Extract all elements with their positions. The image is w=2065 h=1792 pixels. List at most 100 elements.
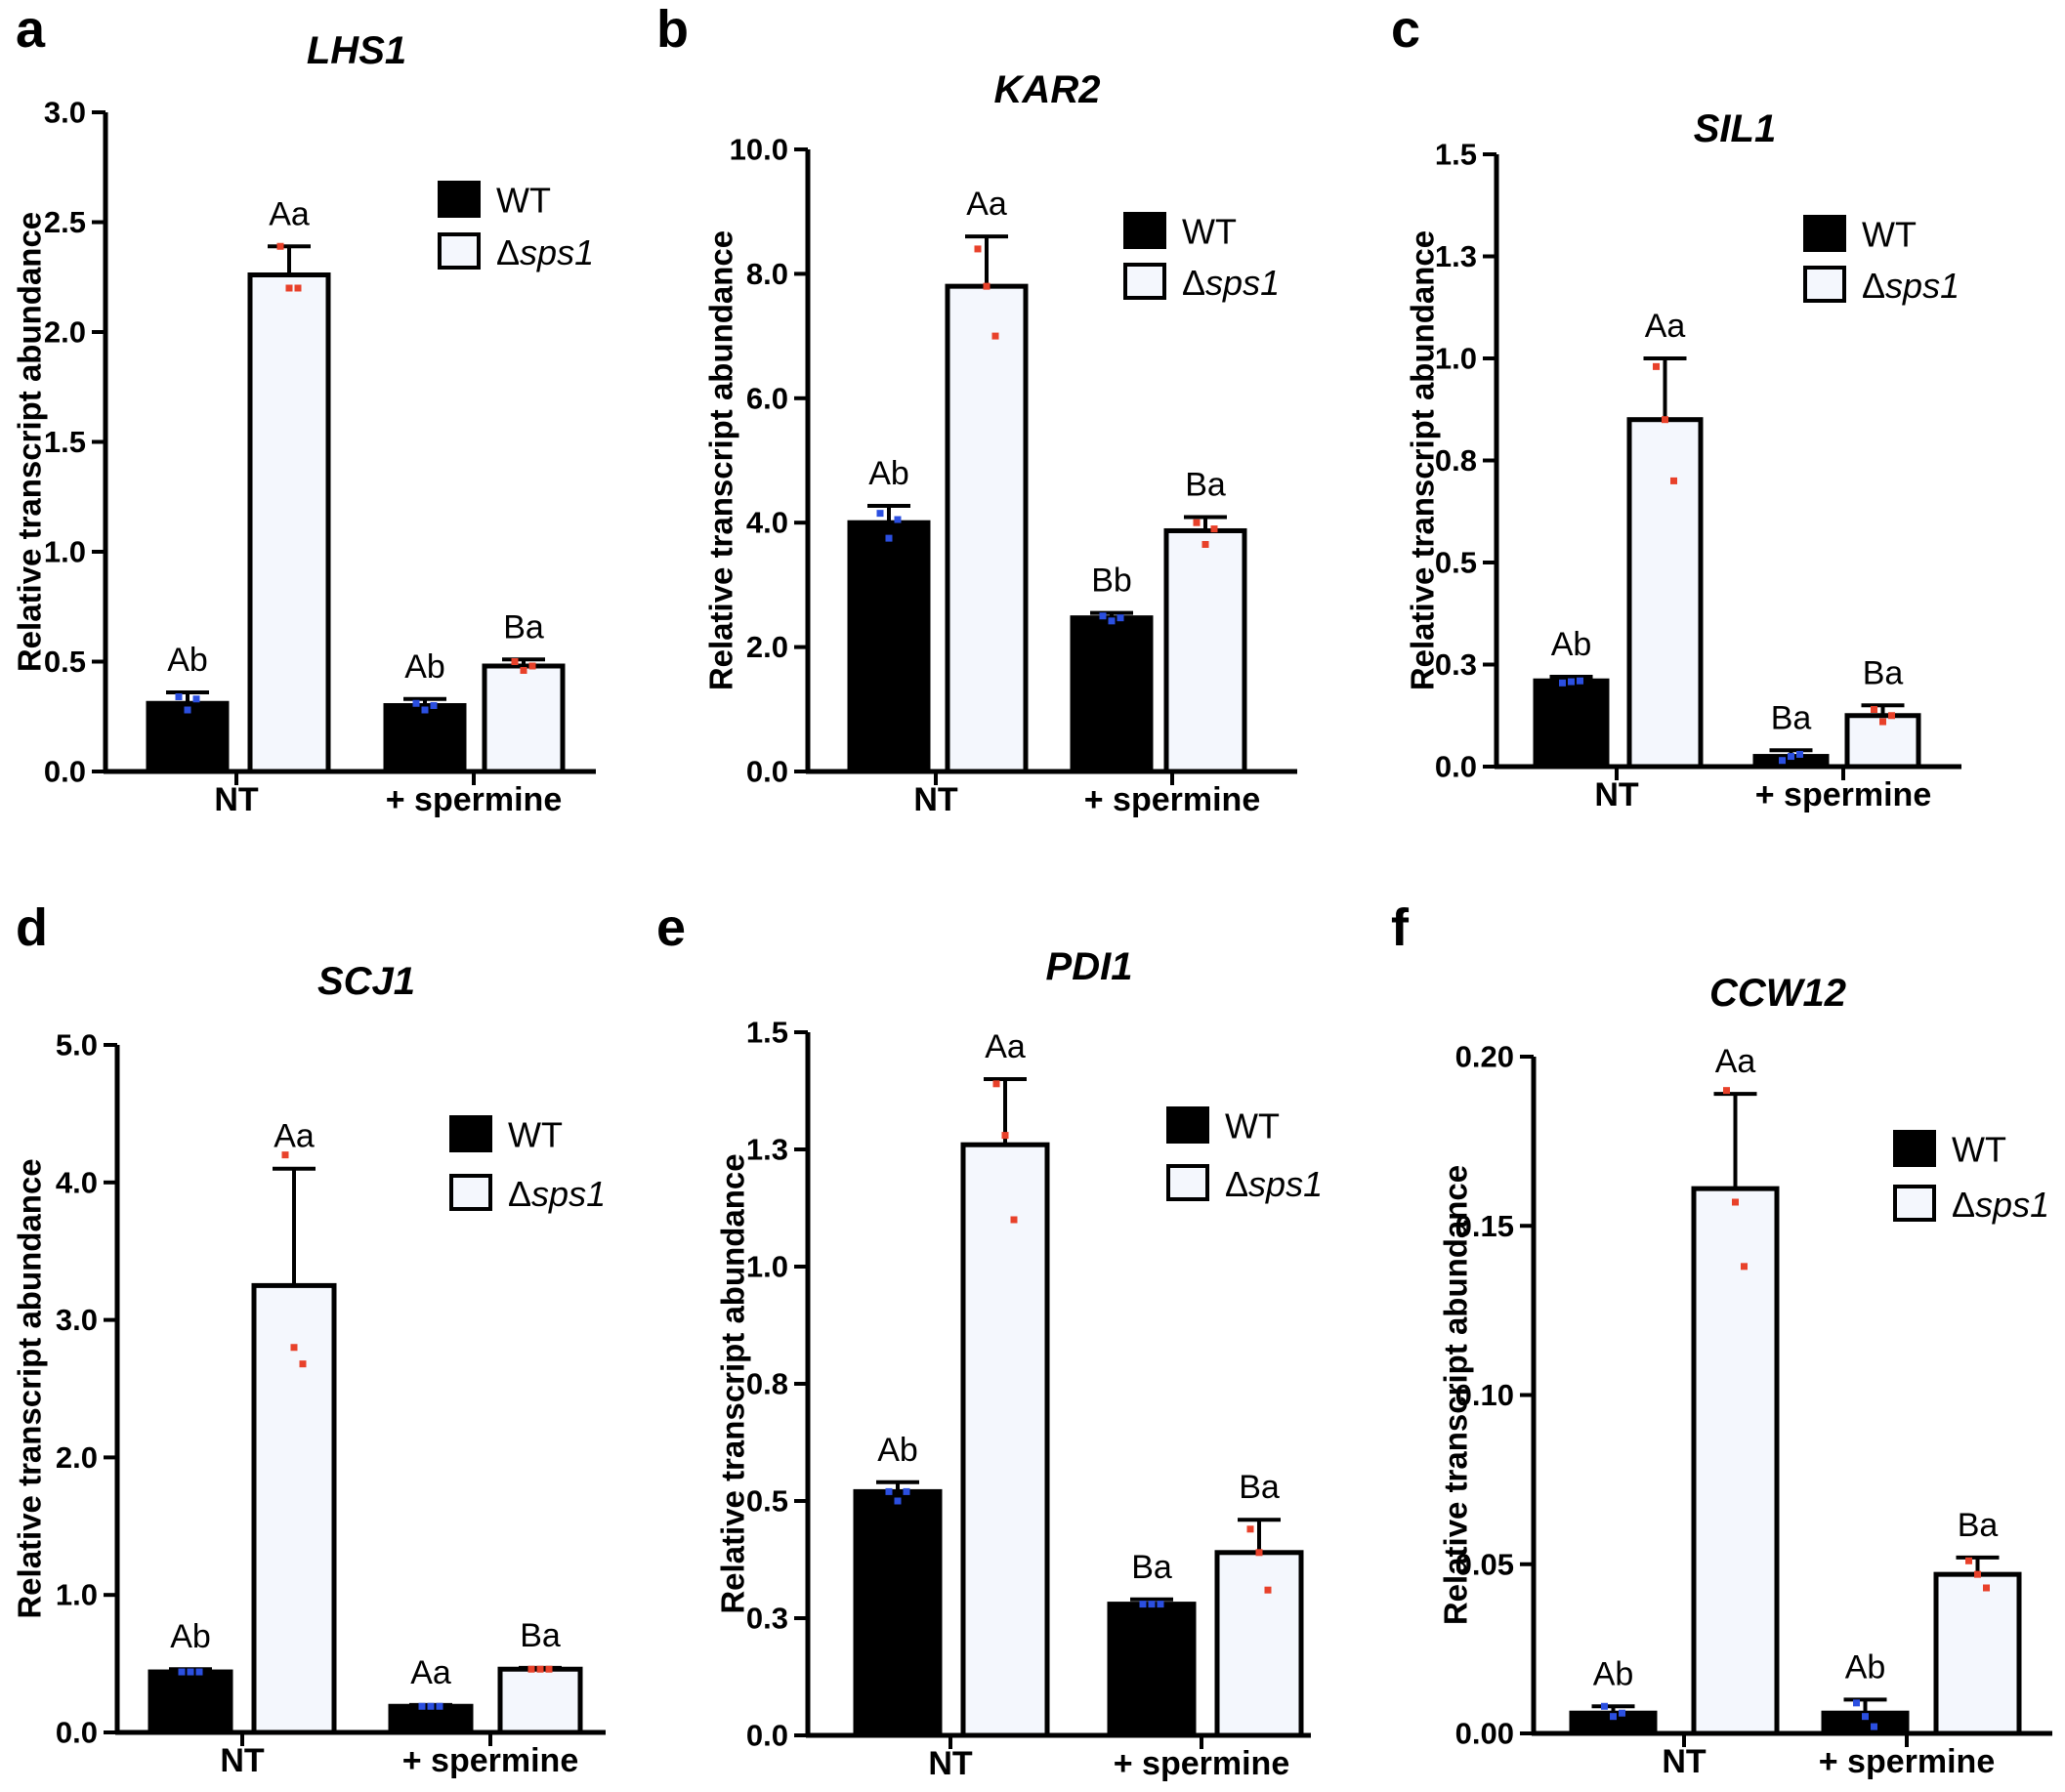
data-point [1879,718,1886,726]
data-point [1723,1087,1730,1095]
data-point [1108,617,1116,625]
x-category-label: + spermine [1819,1743,1995,1780]
data-point [1741,1263,1748,1271]
data-point [1001,1132,1009,1140]
data-point [983,282,990,290]
significance-label: Ab [404,648,445,686]
significance-label: Ab [1593,1655,1634,1692]
bar-wt-spermine [383,703,467,774]
y-tick-label: 0.3 [1435,647,1477,682]
y-tick-label: 0.5 [1435,546,1477,580]
significance-label: Bb [1091,563,1132,600]
significance-label: Ab [170,1618,211,1655]
data-point [1246,1525,1254,1533]
y-tick-label: 2.0 [746,630,788,664]
y-axis-label: Relative transcript abundance [703,230,739,690]
data-point [294,284,302,292]
significance-label: Ba [1131,1549,1172,1586]
data-point [1010,1216,1018,1224]
x-category-label: NT [1662,1743,1707,1780]
significance-label: Aa [985,1028,1026,1065]
data-point [421,706,429,714]
y-tick-label: 2.0 [56,1440,98,1475]
data-point [1862,1713,1869,1721]
data-point [1888,712,1895,720]
legend-wt-label: WT [496,181,551,221]
data-point [1610,1713,1617,1721]
data-point [1796,750,1803,758]
data-point [894,516,902,523]
data-point [520,667,527,674]
panel-letter: d [16,898,48,957]
y-tick-label: 10.0 [730,133,788,167]
data-point [545,1665,553,1673]
y-tick-label: 1.0 [746,1250,788,1284]
chart-title: SIL1 [1694,107,1776,150]
bar-wt-spermine [1070,615,1154,774]
data-point [1983,1584,1990,1592]
legend-mut-delta: Δ [1225,1164,1248,1204]
legend-wt-swatch [1803,215,1846,252]
data-point [1871,1723,1877,1730]
legend-wt-label: WT [1225,1106,1280,1146]
y-tick-label: 3.0 [44,96,86,130]
y-tick-label: 0.20 [1455,1040,1514,1074]
data-point [418,1702,426,1710]
y-tick-label: 4.0 [56,1165,98,1199]
significance-label: Aa [1715,1043,1756,1080]
data-point [1099,612,1107,620]
significance-label: Ab [877,1432,918,1469]
bar-mut-spermine [497,1666,583,1735]
significance-label: Ba [520,1617,561,1654]
y-tick-label: 0.0 [56,1716,98,1750]
y-tick-label: 2.0 [44,315,86,350]
significance-label: Aa [410,1654,451,1691]
bar-wt-nt [148,1669,233,1735]
y-tick-label: 0.5 [746,1484,788,1519]
data-point [1255,1549,1263,1557]
chart-panel-f: f CCW12 Relative transcript abundance 0.00 0… [1391,898,2052,1780]
data-point [903,1487,910,1495]
legend-mut-delta: Δ [1952,1185,1975,1225]
data-point [1193,519,1201,526]
data-point [192,695,200,703]
chart-title: CCW12 [1709,972,1846,1015]
data-point [1871,705,1877,713]
data-point [276,242,284,250]
y-axis-label: Relative transcript abundance [1438,1165,1474,1625]
y-tick-label: 1.5 [44,425,86,459]
y-tick-label: 1.3 [746,1133,788,1167]
y-tick-label: 4.0 [746,506,788,540]
data-point [894,1497,902,1505]
chart-panel-d: d SCJ1 Relative transcript abundance 0.0 1.0… [12,898,607,1779]
data-point [1653,362,1660,370]
data-point [1157,1601,1164,1608]
y-axis-label: Relative transcript abundance [12,1158,48,1618]
y-tick-label: 0.3 [746,1602,788,1636]
legend-mut-name: sps1 [1205,263,1280,303]
legend-mut-name: sps1 [520,232,594,272]
data-point [511,658,519,665]
bar-mut-nt [251,1282,337,1735]
data-point [1577,677,1583,685]
chart-panel-c: c SIL1 Relative transcript abundance 0.0 0.3… [1391,0,1961,813]
data-point [412,699,420,707]
significance-label: Aa [274,1118,315,1155]
legend-wt-label: WT [1862,215,1917,255]
legend-mut-name: sps1 [1885,266,1960,306]
panel-letter: a [16,0,46,59]
y-tick-label: 8.0 [746,257,788,291]
data-point [1264,1586,1272,1594]
y-tick-label: 0.0 [746,1719,788,1753]
y-axis-label: Relative transcript abundance [12,212,48,672]
y-tick-label: 0.00 [1455,1717,1514,1751]
bar-mut-spermine [1214,1550,1304,1738]
legend-mut-delta: Δ [1182,263,1205,303]
legend-wt-swatch [1123,212,1166,249]
y-tick-label: 0.0 [1435,750,1477,784]
y-tick-label: 2.5 [44,205,86,239]
bar-wt-nt [1533,678,1610,770]
x-category-label: + spermine [386,781,562,818]
data-point [427,1702,435,1710]
data-point [436,1702,443,1710]
